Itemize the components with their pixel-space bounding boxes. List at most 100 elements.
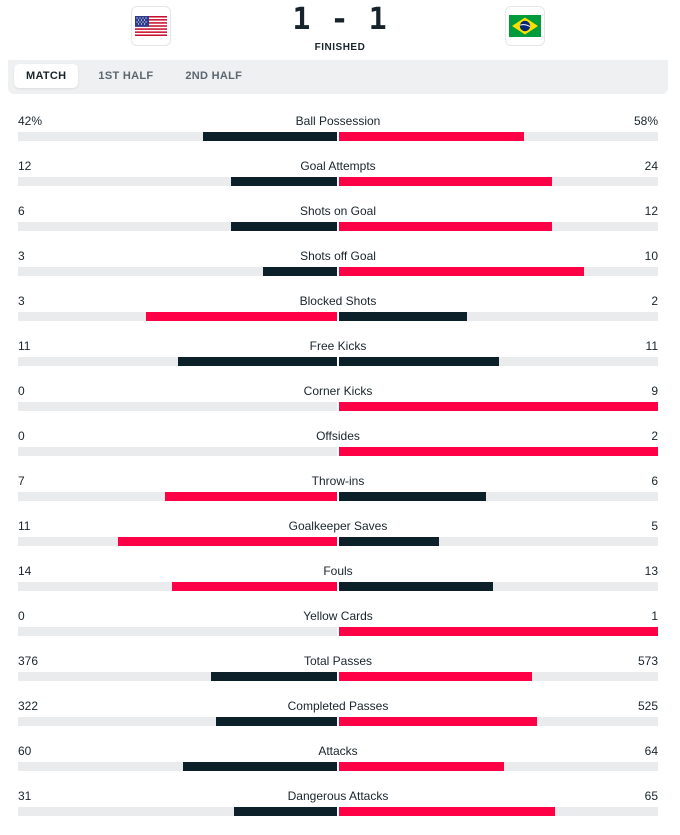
stat-row: 0 Yellow Cards 1 — [18, 593, 658, 638]
away-bar-fill — [339, 627, 658, 636]
away-bar-fill — [339, 447, 658, 456]
stat-away-value: 6 — [651, 474, 658, 488]
stat-row: 31 Dangerous Attacks 65 — [18, 773, 658, 818]
away-bar-track — [339, 447, 658, 456]
stat-home-value: 60 — [18, 744, 32, 758]
stat-name: Dangerous Attacks — [287, 789, 389, 803]
period-tabs: MATCH 1ST HALF 2ND HALF — [8, 60, 668, 94]
stat-row: 6 Shots on Goal 12 — [18, 188, 658, 233]
away-bar-track — [339, 717, 658, 726]
home-bar-track — [18, 132, 337, 141]
home-bar-track — [18, 447, 337, 456]
stat-away-value: 525 — [637, 699, 658, 713]
stat-away-value: 24 — [644, 159, 658, 173]
home-bar-fill — [117, 537, 337, 546]
stat-name: Corner Kicks — [303, 384, 373, 398]
home-team-logo[interactable] — [131, 6, 171, 46]
usa-flag-icon — [135, 16, 167, 36]
home-bar-fill — [203, 132, 337, 141]
away-bar-fill — [339, 582, 493, 591]
away-bar-fill — [339, 267, 585, 276]
stat-row: 11 Free Kicks 11 — [18, 323, 658, 368]
stat-name: Shots on Goal — [299, 204, 377, 218]
stat-row: 42% Ball Possession 58% — [18, 98, 658, 143]
stat-away-value: 5 — [651, 519, 658, 533]
stats-list: 42% Ball Possession 58% 12 Goal Attempts 24 6 S… — [18, 98, 658, 818]
away-bar-fill — [339, 312, 467, 321]
away-bar-fill — [339, 492, 487, 501]
stat-home-value: 31 — [18, 789, 32, 803]
home-bar-fill — [210, 672, 337, 681]
stat-row: 322 Completed Passes 525 — [18, 683, 658, 728]
match-status: FINISHED — [314, 42, 366, 53]
tab-1st-half[interactable]: 1ST HALF — [98, 70, 154, 82]
away-bar-fill — [339, 672, 532, 681]
home-bar-track — [18, 267, 337, 276]
stat-home-value: 6 — [18, 204, 25, 218]
away-bar-fill — [339, 402, 658, 411]
stat-home-value: 3 — [18, 249, 25, 263]
stat-away-value: 2 — [651, 429, 658, 443]
stat-row: 3 Blocked Shots 2 — [18, 278, 658, 323]
stat-home-value: 14 — [18, 564, 32, 578]
home-bar-fill — [230, 222, 337, 231]
stat-home-value: 12 — [18, 159, 32, 173]
away-bar-track — [339, 672, 658, 681]
stat-row: 60 Attacks 64 — [18, 728, 658, 773]
away-bar-fill — [339, 537, 439, 546]
stat-name: Throw-ins — [311, 474, 365, 488]
stat-away-value: 2 — [651, 294, 658, 308]
stat-away-value: 10 — [644, 249, 658, 263]
stat-away-value: 11 — [645, 339, 658, 353]
away-bar-track — [339, 357, 658, 366]
stat-away-value: 13 — [644, 564, 658, 578]
stat-away-value: 9 — [651, 384, 658, 398]
away-bar-track — [339, 762, 658, 771]
stat-row: 14 Fouls 13 — [18, 548, 658, 593]
home-bar-fill — [230, 177, 337, 186]
away-bar-fill — [339, 357, 499, 366]
tab-match[interactable]: MATCH — [14, 64, 79, 88]
stat-home-value: 0 — [18, 384, 25, 398]
home-bar-fill — [263, 267, 337, 276]
stat-home-value: 0 — [18, 609, 25, 623]
home-bar-track — [18, 762, 337, 771]
home-bar-track — [18, 717, 337, 726]
home-bar-track — [18, 672, 337, 681]
stat-home-value: 42% — [18, 114, 43, 128]
home-bar-fill — [234, 807, 337, 816]
away-bar-fill — [339, 177, 552, 186]
stat-home-value: 376 — [18, 654, 39, 668]
stat-home-value: 11 — [18, 519, 31, 533]
stat-name: Total Passes — [303, 654, 373, 668]
stat-away-value: 1 — [651, 609, 658, 623]
away-bar-track — [339, 537, 658, 546]
stat-row: 11 Goalkeeper Saves 5 — [18, 503, 658, 548]
away-bar-track — [339, 402, 658, 411]
away-bar-fill — [339, 762, 504, 771]
home-bar-track — [18, 177, 337, 186]
stat-name: Goalkeeper Saves — [288, 519, 388, 533]
stat-row: 7 Throw-ins 6 — [18, 458, 658, 503]
away-bar-track — [339, 132, 658, 141]
tab-2nd-half[interactable]: 2ND HALF — [185, 70, 243, 82]
home-bar-track — [18, 492, 337, 501]
away-team-logo[interactable] — [505, 6, 545, 46]
away-bar-track — [339, 312, 658, 321]
home-bar-fill — [165, 492, 337, 501]
stat-name: Free Kicks — [309, 339, 367, 353]
home-bar-track — [18, 627, 337, 636]
away-bar-track — [339, 177, 658, 186]
stat-home-value: 7 — [18, 474, 25, 488]
home-bar-track — [18, 312, 337, 321]
home-bar-track — [18, 807, 337, 816]
stat-row: 0 Corner Kicks 9 — [18, 368, 658, 413]
away-bar-fill — [339, 717, 537, 726]
home-bar-fill — [182, 762, 337, 771]
stat-home-value: 11 — [18, 339, 31, 353]
brazil-flag-icon — [509, 15, 541, 37]
home-bar-track — [18, 402, 337, 411]
home-bar-track — [18, 222, 337, 231]
stat-name: Attacks — [318, 744, 358, 758]
match-score: 1 - 1 — [292, 2, 388, 37]
